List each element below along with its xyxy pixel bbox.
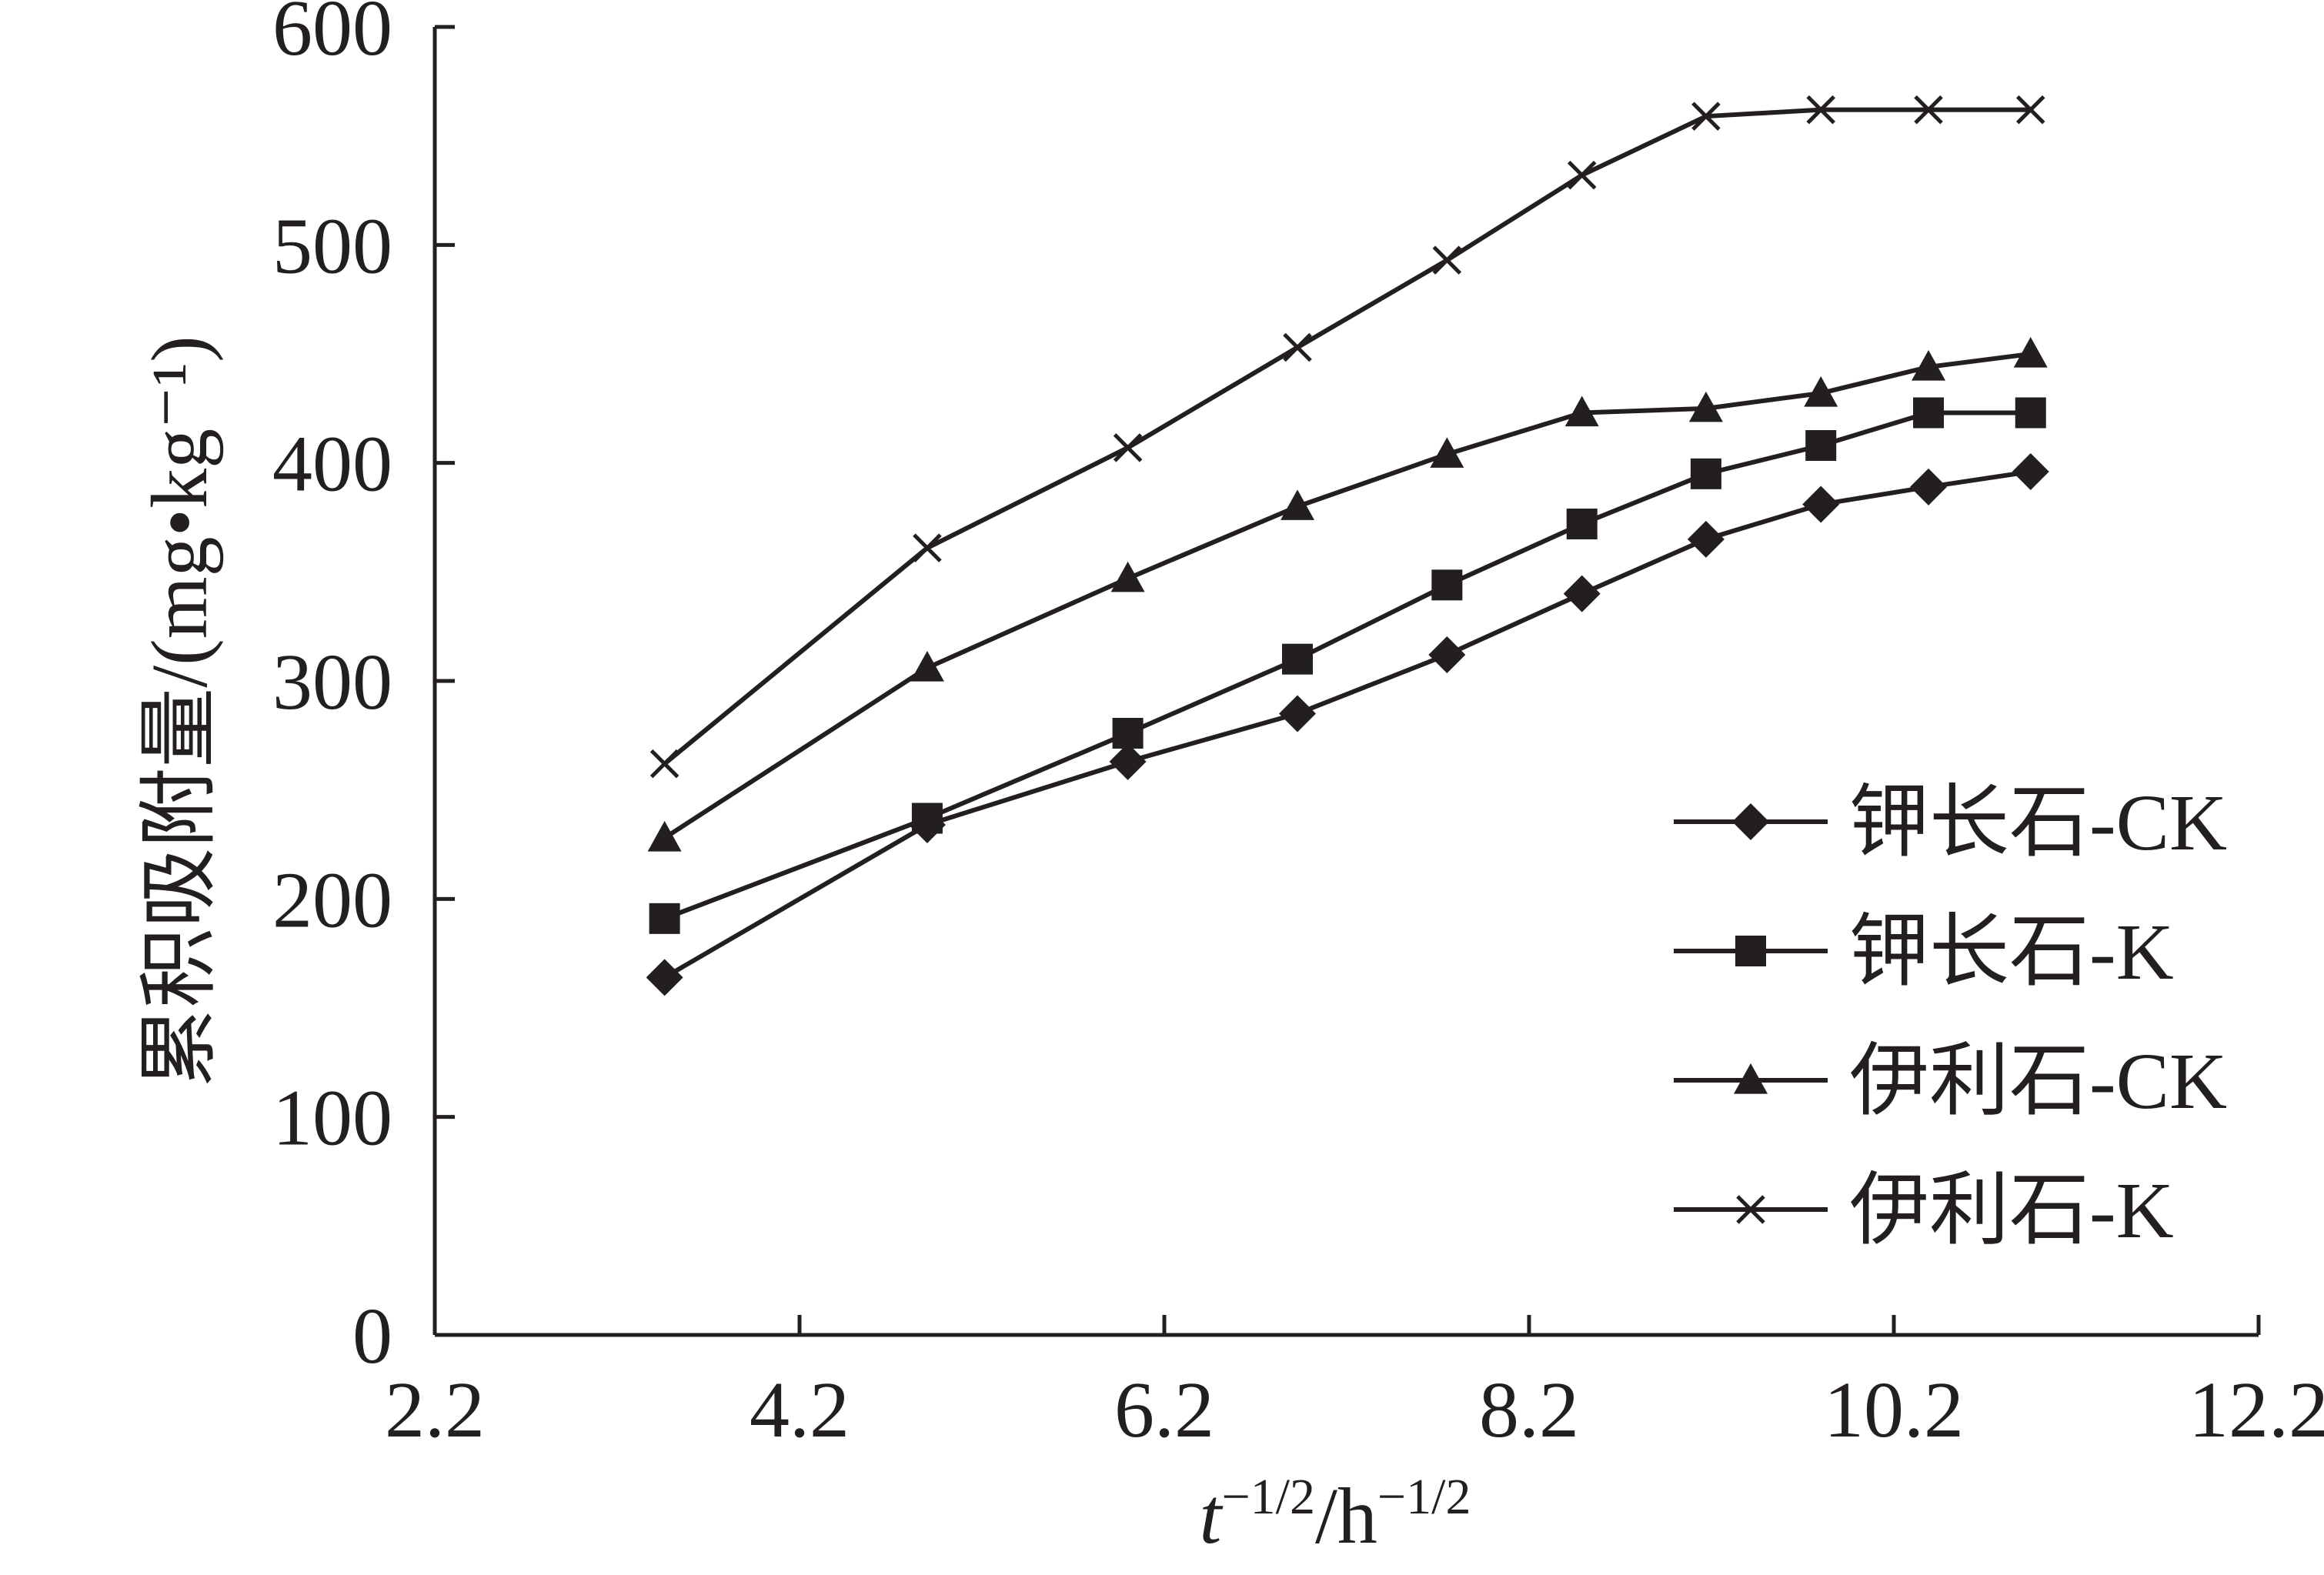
series-2-point bbox=[1431, 569, 1463, 601]
legend-label: 钾长石-CK bbox=[1849, 779, 2227, 867]
series-2-point bbox=[1805, 430, 1837, 461]
legend-label: 伊利石-CK bbox=[1849, 1037, 2227, 1126]
series-1-point bbox=[2012, 453, 2049, 490]
legend-label: 钾长石-K bbox=[1849, 908, 2174, 996]
series-3-point bbox=[1430, 437, 1464, 468]
series-4-point bbox=[1806, 95, 1835, 125]
series-4-point bbox=[2015, 95, 2045, 125]
series-4-point bbox=[1567, 160, 1597, 190]
series-layer bbox=[646, 95, 2049, 996]
series-3-point bbox=[1281, 489, 1315, 520]
legend-label: 伊利石-K bbox=[1849, 1166, 2174, 1255]
legend-item-2: 钾长石-K bbox=[1674, 908, 2174, 996]
series-3-point bbox=[2013, 337, 2048, 368]
legend: 钾长石-CK 钾长石-K 伊利石-CK 伊利石-K bbox=[1674, 779, 2227, 1255]
series-2-point bbox=[1566, 509, 1598, 539]
x-axis-title-sep: /h bbox=[1315, 1472, 1377, 1560]
y-tick-label: 300 bbox=[272, 638, 392, 726]
y-tick-label: 100 bbox=[272, 1074, 392, 1163]
series-4-point bbox=[1283, 332, 1312, 362]
legend-item-4: 伊利石-K bbox=[1674, 1166, 2174, 1255]
series-4-point bbox=[1691, 102, 1721, 131]
x-tick-label: 4.2 bbox=[750, 1366, 850, 1454]
x-tick-label: 10.2 bbox=[1824, 1366, 1964, 1454]
series-1-point bbox=[1802, 486, 1840, 523]
legend-3-point bbox=[1734, 1063, 1768, 1094]
legend-item-3: 伊利石-CK bbox=[1674, 1037, 2227, 1126]
series-1-point bbox=[1563, 575, 1601, 612]
series-2-point bbox=[1913, 397, 1945, 429]
series-4 bbox=[649, 95, 2045, 779]
series-4-point bbox=[913, 533, 942, 562]
series-2-point bbox=[911, 803, 943, 834]
x-tick-label: 2.2 bbox=[385, 1366, 485, 1454]
legend-2-point bbox=[1735, 936, 1766, 966]
series-3-point bbox=[1804, 376, 1838, 407]
y-tick-label: 0 bbox=[352, 1292, 392, 1380]
series-4-point bbox=[1113, 433, 1143, 462]
series-3-point bbox=[1564, 395, 1599, 427]
series-1-point bbox=[646, 959, 683, 996]
series-line-3 bbox=[663, 352, 2032, 840]
series-4-point bbox=[1432, 245, 1462, 275]
x-axis-title: t−1/2/h−1/2 bbox=[1200, 1469, 1471, 1560]
x-tick-label: 8.2 bbox=[1479, 1366, 1579, 1454]
series-3-point bbox=[1912, 350, 1946, 381]
series-3 bbox=[647, 337, 2048, 852]
series-2-point bbox=[2015, 397, 2046, 429]
legend-4-point bbox=[1736, 1195, 1765, 1224]
y-tick-label: 500 bbox=[272, 202, 392, 290]
x-axis-title-sup2: −1/2 bbox=[1377, 1469, 1471, 1525]
series-line-2 bbox=[663, 410, 2031, 921]
axes: 0 100 200 300 400 500 600 2.2 4.2 6.2 8.2 10.2 12.2 bbox=[272, 0, 2324, 1454]
series-3-point bbox=[647, 821, 682, 852]
series-2-point bbox=[1112, 718, 1144, 749]
x-axis-title-main: t bbox=[1200, 1472, 1224, 1560]
y-tick-label: 600 bbox=[272, 0, 392, 72]
x-tick-label: 6.2 bbox=[1114, 1366, 1214, 1454]
legend-1-point bbox=[1732, 803, 1769, 840]
y-tick-label: 200 bbox=[272, 856, 392, 944]
series-1-point bbox=[1109, 742, 1147, 780]
series-2 bbox=[649, 397, 2046, 934]
series-3-point bbox=[1688, 391, 1723, 422]
series-1-point bbox=[1910, 468, 1948, 506]
y-axis-title: 累积吸附量/(mg•kg⁻¹) bbox=[135, 335, 224, 1088]
series-3-point bbox=[1110, 561, 1145, 592]
series-2-point bbox=[649, 903, 680, 934]
y-tick-label: 400 bbox=[272, 420, 392, 509]
series-4-point bbox=[649, 749, 680, 779]
series-1-point bbox=[1279, 695, 1317, 732]
series-1-point bbox=[1428, 636, 1466, 673]
series-1 bbox=[646, 453, 2049, 996]
series-4-point bbox=[1914, 95, 1943, 125]
series-2-point bbox=[1282, 643, 1314, 675]
series-line-4 bbox=[663, 107, 2031, 766]
series-2-point bbox=[1690, 458, 1721, 489]
series-1-point bbox=[1687, 520, 1725, 558]
series-line-1 bbox=[663, 469, 2032, 979]
series-3-point bbox=[910, 651, 944, 682]
legend-item-1: 钾长石-CK bbox=[1674, 779, 2227, 867]
x-tick-label: 12.2 bbox=[2189, 1366, 2324, 1454]
x-axis-title-sup1: −1/2 bbox=[1221, 1469, 1315, 1525]
